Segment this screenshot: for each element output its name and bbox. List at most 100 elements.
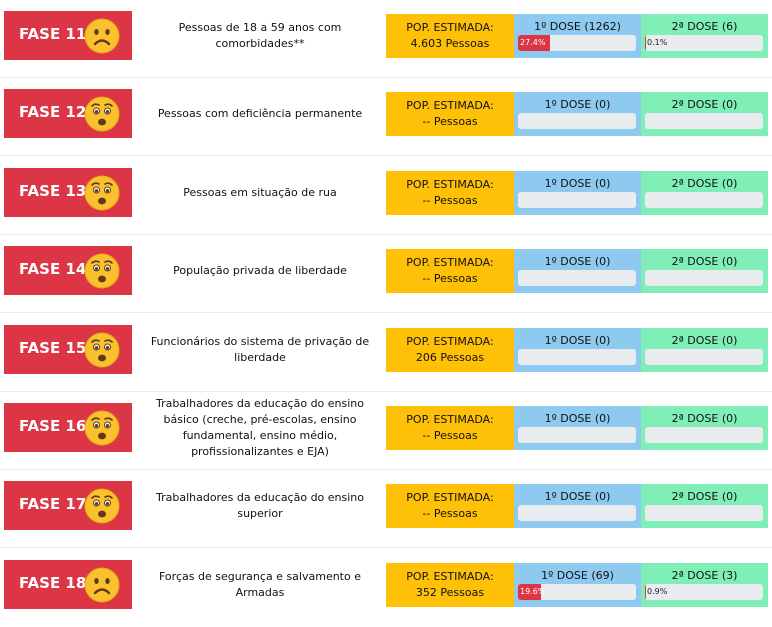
population-value: 206 Pessoas xyxy=(386,350,514,366)
population-estimate: POP. ESTIMADA:-- Pessoas xyxy=(386,171,514,215)
population-title: POP. ESTIMADA: xyxy=(386,569,514,585)
row-divider xyxy=(0,155,772,156)
worried-face-icon xyxy=(84,410,120,446)
phase-description: Funcionários do sistema de privação de l… xyxy=(138,314,382,385)
second-dose-progress-bar xyxy=(645,427,763,443)
first-dose-panel: 1º DOSE (0) xyxy=(514,484,641,528)
phase-description: Pessoas em situação de rua xyxy=(138,157,382,228)
population-title: POP. ESTIMADA: xyxy=(386,490,514,506)
first-dose-panel: 1º DOSE (0) xyxy=(514,406,641,450)
worried-face-icon xyxy=(84,175,120,211)
second-dose-title: 2ª DOSE (0) xyxy=(641,177,768,191)
population-title: POP. ESTIMADA: xyxy=(386,255,514,271)
population-value: -- Pessoas xyxy=(386,428,514,444)
worried-face-icon xyxy=(84,332,120,368)
phase-row: FASE 18 Forças de segurança e salvamento … xyxy=(0,549,772,627)
second-dose-title: 2ª DOSE (0) xyxy=(641,412,768,426)
second-dose-panel: 2ª DOSE (0) xyxy=(641,171,768,215)
second-dose-progress-label: 0.1% xyxy=(647,38,667,48)
first-dose-title: 1º DOSE (0) xyxy=(514,412,641,426)
population-estimate: POP. ESTIMADA:352 Pessoas xyxy=(386,563,514,607)
phase-label: FASE 18 xyxy=(19,574,86,592)
second-dose-progress-bar xyxy=(645,113,763,129)
population-estimate: POP. ESTIMADA:-- Pessoas xyxy=(386,249,514,293)
population-title: POP. ESTIMADA: xyxy=(386,98,514,114)
second-dose-title: 2ª DOSE (6) xyxy=(641,20,768,34)
first-dose-title: 1º DOSE (0) xyxy=(514,334,641,348)
first-dose-panel: 1º DOSE (0) xyxy=(514,171,641,215)
phase-badge: FASE 11 xyxy=(4,11,132,60)
phase-description: Forças de segurança e salvamento e Armad… xyxy=(138,549,382,620)
second-dose-progress-fill xyxy=(645,584,646,600)
population-title: POP. ESTIMADA: xyxy=(386,412,514,428)
first-dose-panel: 1º DOSE (0) xyxy=(514,328,641,372)
first-dose-progress-bar: 27.4% xyxy=(518,35,636,51)
second-dose-title: 2ª DOSE (0) xyxy=(641,490,768,504)
phase-description: População privada de liberdade xyxy=(138,235,382,306)
second-dose-panel: 2ª DOSE (0) xyxy=(641,328,768,372)
population-value: -- Pessoas xyxy=(386,271,514,287)
first-dose-title: 1º DOSE (0) xyxy=(514,255,641,269)
population-value: -- Pessoas xyxy=(386,114,514,130)
second-dose-panel: 2ª DOSE (0) xyxy=(641,92,768,136)
population-estimate: POP. ESTIMADA:4.603 Pessoas xyxy=(386,14,514,58)
first-dose-title: 1º DOSE (0) xyxy=(514,98,641,112)
second-dose-progress-label: 0.9% xyxy=(647,587,667,597)
worried-face-icon xyxy=(84,488,120,524)
second-dose-title: 2ª DOSE (0) xyxy=(641,98,768,112)
phase-description: Trabalhadores da educação do ensino bási… xyxy=(138,392,382,463)
worried-face-icon xyxy=(84,96,120,132)
first-dose-panel: 1º DOSE (69)19.6% xyxy=(514,563,641,607)
population-value: 4.603 Pessoas xyxy=(386,36,514,52)
first-dose-progress-bar: 19.6% xyxy=(518,584,636,600)
phase-label: FASE 13 xyxy=(19,182,86,200)
population-value: 352 Pessoas xyxy=(386,585,514,601)
phase-row: FASE 16 Trabalhadores da educação do ensi… xyxy=(0,392,772,470)
first-dose-progress-bar xyxy=(518,113,636,129)
population-estimate: POP. ESTIMADA:-- Pessoas xyxy=(386,484,514,528)
phase-badge: FASE 16 xyxy=(4,403,132,452)
population-estimate: POP. ESTIMADA:206 Pessoas xyxy=(386,328,514,372)
phase-label: FASE 11 xyxy=(19,25,86,43)
first-dose-progress-bar xyxy=(518,270,636,286)
first-dose-progress-bar xyxy=(518,427,636,443)
phase-badge: FASE 15 xyxy=(4,325,132,374)
population-value: -- Pessoas xyxy=(386,193,514,209)
second-dose-progress-bar xyxy=(645,505,763,521)
population-title: POP. ESTIMADA: xyxy=(386,20,514,36)
phase-description: Trabalhadores da educação do ensino supe… xyxy=(138,470,382,541)
first-dose-progress-label: 19.6% xyxy=(520,587,545,597)
first-dose-title: 1º DOSE (1262) xyxy=(514,20,641,34)
population-value: -- Pessoas xyxy=(386,506,514,522)
second-dose-progress-bar xyxy=(645,270,763,286)
second-dose-panel: 2ª DOSE (3)0.9% xyxy=(641,563,768,607)
first-dose-panel: 1º DOSE (0) xyxy=(514,92,641,136)
phase-label: FASE 16 xyxy=(19,417,86,435)
second-dose-progress-bar xyxy=(645,192,763,208)
first-dose-panel: 1º DOSE (0) xyxy=(514,249,641,293)
second-dose-panel: 2ª DOSE (0) xyxy=(641,249,768,293)
second-dose-panel: 2ª DOSE (0) xyxy=(641,484,768,528)
first-dose-progress-label: 27.4% xyxy=(520,38,545,48)
sad-face-icon xyxy=(84,567,120,603)
second-dose-progress-bar: 0.9% xyxy=(645,584,763,600)
phase-badge: FASE 14 xyxy=(4,246,132,295)
phase-badge: FASE 17 xyxy=(4,481,132,530)
second-dose-progress-bar xyxy=(645,349,763,365)
second-dose-panel: 2ª DOSE (0) xyxy=(641,406,768,450)
phase-label: FASE 14 xyxy=(19,260,86,278)
first-dose-progress-bar xyxy=(518,349,636,365)
phase-badge: FASE 12 xyxy=(4,89,132,138)
first-dose-title: 1º DOSE (0) xyxy=(514,177,641,191)
first-dose-progress-bar xyxy=(518,192,636,208)
second-dose-title: 2ª DOSE (0) xyxy=(641,255,768,269)
population-title: POP. ESTIMADA: xyxy=(386,177,514,193)
phase-description: Pessoas com deficiência permanente xyxy=(138,78,382,149)
second-dose-progress-bar: 0.1% xyxy=(645,35,763,51)
population-estimate: POP. ESTIMADA:-- Pessoas xyxy=(386,92,514,136)
